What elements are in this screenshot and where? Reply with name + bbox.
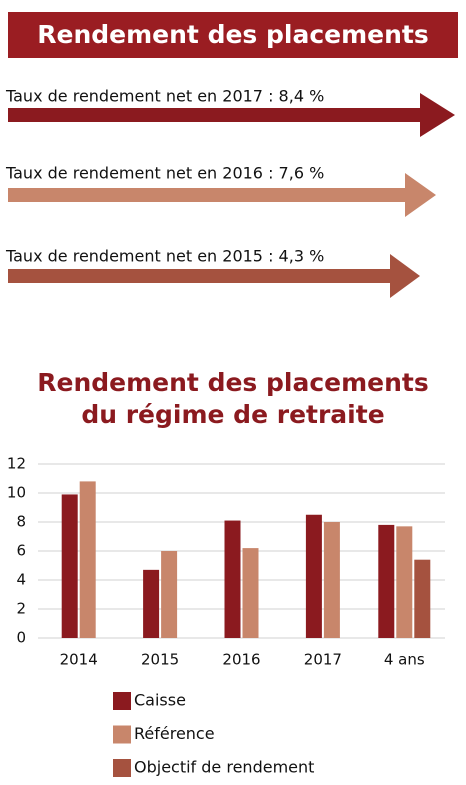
bar <box>143 569 160 638</box>
bar <box>305 514 322 638</box>
chart-title: Rendement des placements <box>37 368 429 397</box>
bar <box>396 526 413 638</box>
legend-swatch <box>113 725 131 744</box>
x-tick-label: 2014 <box>60 651 98 669</box>
x-tick-label: 2016 <box>222 651 260 669</box>
y-tick-label: 4 <box>16 571 26 589</box>
bar <box>378 524 395 638</box>
bar <box>79 481 96 638</box>
x-tick-label: 2015 <box>141 651 179 669</box>
legend-label: Caisse <box>134 691 186 710</box>
bar <box>224 520 241 638</box>
arrow-label: Taux de rendement net en 2017 : 8,4 % <box>5 87 324 106</box>
x-tick-label: 2017 <box>304 651 342 669</box>
bar <box>61 494 78 638</box>
y-tick-label: 6 <box>16 542 26 560</box>
bar <box>242 548 259 638</box>
y-tick-label: 12 <box>7 455 26 473</box>
legend-label: Objectif de rendement <box>134 758 314 777</box>
y-tick-label: 2 <box>16 600 26 618</box>
arrow <box>8 173 436 217</box>
x-tick-label: 4 ans <box>384 651 425 669</box>
y-tick-label: 8 <box>16 513 26 531</box>
header-band <box>8 12 458 58</box>
arrow-label: Taux de rendement net en 2016 : 7,6 % <box>5 164 324 183</box>
bar <box>414 559 431 638</box>
arrow <box>8 93 455 137</box>
bar <box>161 551 178 638</box>
legend-swatch <box>113 759 131 777</box>
legend-label: Référence <box>134 724 215 743</box>
chart-title: du régime de retraite <box>81 400 384 429</box>
arrow <box>8 254 420 298</box>
header-title: Rendement des placements <box>37 20 429 49</box>
y-tick-label: 0 <box>16 629 26 647</box>
legend-swatch <box>113 692 131 710</box>
y-tick-label: 10 <box>7 484 26 502</box>
arrow-label: Taux de rendement net en 2015 : 4,3 % <box>5 247 324 266</box>
bar <box>323 522 340 638</box>
